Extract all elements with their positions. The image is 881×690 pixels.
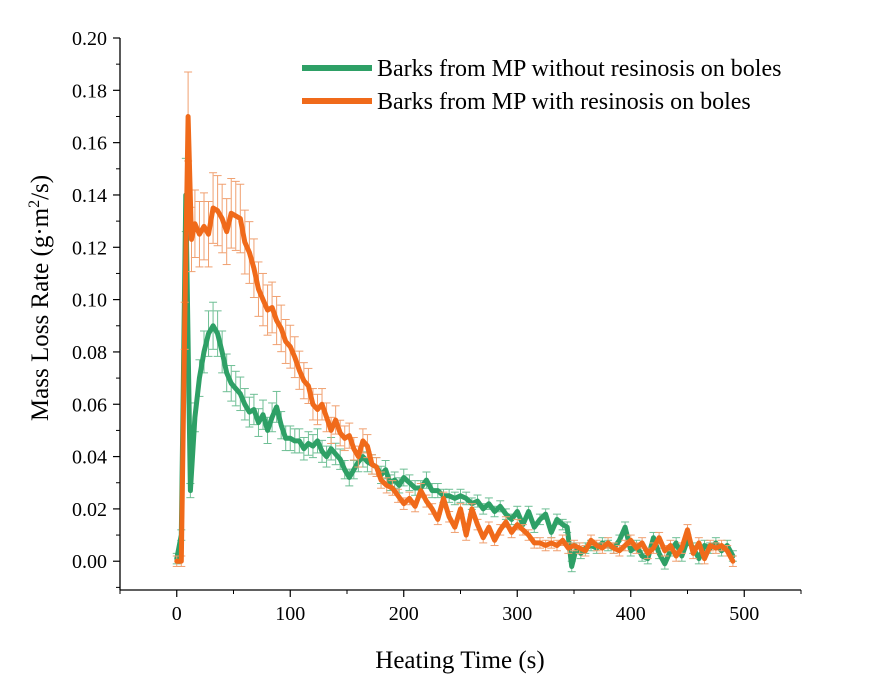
y-axis-title-main: Mass Loss Rate (g·m: [27, 207, 54, 421]
x-tick-label: 300: [502, 603, 532, 625]
legend-label: Barks from MP with resinosis on boles: [377, 89, 751, 115]
x-axis-title: Heating Time (s): [375, 647, 544, 674]
y-tick-label: 0.12: [72, 237, 107, 259]
legend: Barks from MP without resinosis on boles…: [302, 56, 781, 115]
y-tick-label: 0.14: [72, 185, 107, 207]
x-tick-label: 400: [616, 603, 646, 625]
y-axis: 0.00 0.02 0.04 0.06 0.08 0.10 0.12 0.14 0.16 0.18…: [72, 28, 120, 588]
y-tick-label: 0.20: [72, 28, 107, 50]
x-axis: 0 100 200 300 400 500: [119, 590, 802, 625]
x-tick-label: 500: [729, 603, 759, 625]
y-tick-label: 0.18: [72, 80, 107, 102]
y-tick-label: 0.00: [72, 551, 107, 573]
y-tick-label: 0.10: [72, 290, 107, 312]
y-tick-label: 0.08: [72, 342, 107, 364]
y-axis-title-tail: /s): [27, 175, 54, 200]
y-tick-label: 0.02: [72, 499, 107, 521]
legend-label: Barks from MP without resinosis on boles: [377, 56, 781, 82]
y-tick-label: 0.04: [72, 447, 107, 469]
y-axis-title: Mass Loss Rate (g·m2/s): [26, 175, 54, 421]
series-without-resinosis: [172, 157, 737, 573]
y-axis-title-superscript: 2: [26, 200, 43, 208]
y-tick-label: 0.16: [72, 133, 107, 155]
x-tick-label: 100: [275, 603, 305, 625]
series-layer: [172, 71, 737, 573]
x-tick-label: 0: [172, 603, 182, 625]
x-tick-label: 200: [389, 603, 419, 625]
series-line: [174, 114, 736, 564]
series-with-resinosis: [172, 71, 737, 567]
series-line: [174, 192, 736, 569]
y-tick-label: 0.06: [72, 394, 107, 416]
